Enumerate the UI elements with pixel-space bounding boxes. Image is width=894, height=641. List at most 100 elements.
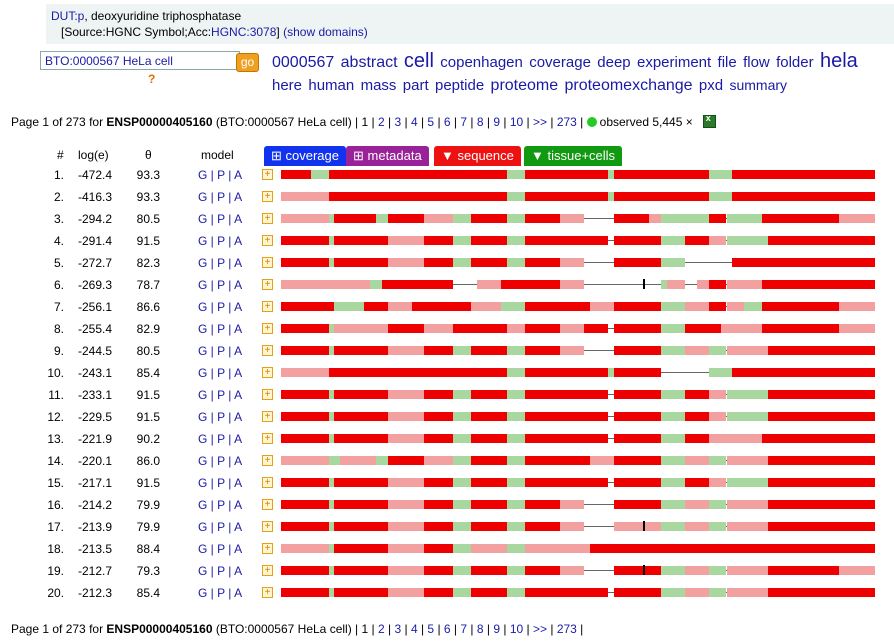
peptide-segment[interactable] [524,478,608,487]
peptide-segment[interactable] [708,236,727,245]
peptide-segment[interactable] [726,566,769,575]
peptide-segment[interactable] [453,478,472,487]
peptide-segment[interactable] [281,434,329,443]
peptide-segment[interactable] [613,390,662,399]
peptide-segment[interactable] [613,236,662,245]
peptide-segment[interactable] [506,390,525,399]
expand-plus-icon[interactable]: + [262,169,273,180]
tag-abstract[interactable]: abstract [340,54,398,71]
peptide-segment[interactable] [613,258,662,267]
model-link-G[interactable]: G [198,388,208,402]
peptide-segment[interactable] [381,280,454,289]
model-link-A[interactable]: A [234,586,243,600]
peptide-segment[interactable] [281,280,371,289]
peptide-segment[interactable] [762,324,840,333]
peptide-segment[interactable] [708,500,727,509]
peptide-segment[interactable] [732,192,875,201]
peptide-segment[interactable] [423,412,454,421]
peptide-segment[interactable] [524,544,590,553]
peptide-segment[interactable] [387,236,424,245]
model-link-P[interactable]: P [217,388,225,402]
peptide-segment[interactable] [613,478,662,487]
peptide-segment[interactable] [387,214,424,223]
peptide-segment[interactable] [328,500,335,509]
pager-link[interactable]: 8 [476,115,484,129]
peptide-segment[interactable] [370,280,382,289]
model-link-P[interactable]: P [217,168,225,182]
peptide-segment[interactable] [744,302,763,311]
expand-plus-icon[interactable]: + [262,499,273,510]
model-link-G[interactable]: G [198,432,208,446]
peptide-segment[interactable] [768,236,875,245]
model-link-P[interactable]: P [217,586,225,600]
peptide-segment[interactable] [732,170,875,179]
peptide-segment[interactable] [281,456,329,465]
peptide-segment[interactable] [684,390,709,399]
model-link-A[interactable]: A [234,300,243,314]
peptide-segment[interactable] [684,324,721,333]
expand-plus-icon[interactable]: + [262,477,273,488]
peptide-segment[interactable] [708,368,733,377]
peptide-segment[interactable] [613,324,662,333]
peptide-segment[interactable] [328,566,335,575]
peptide-segment[interactable] [768,346,875,355]
peptide-segment[interactable] [661,566,685,575]
peptide-segment[interactable] [423,544,454,553]
peptide-segment[interactable] [661,324,685,333]
model-link-G[interactable]: G [198,234,208,248]
peptide-segment[interactable] [411,302,472,311]
peptide-segment[interactable] [281,412,329,421]
peptide-segment[interactable] [328,346,335,355]
peptide-segment[interactable] [500,302,525,311]
model-link-G[interactable]: G [198,190,208,204]
expand-plus-icon[interactable]: + [262,323,273,334]
peptide-segment[interactable] [560,324,584,333]
peptide-segment[interactable] [471,214,507,223]
peptide-segment[interactable] [613,346,662,355]
peptide-segment[interactable] [708,588,727,597]
peptide-segment[interactable] [524,324,561,333]
peptide-segment[interactable] [453,500,472,509]
peptide-segment[interactable] [661,258,685,267]
peptide-segment[interactable] [524,588,608,597]
model-link-P[interactable]: P [217,498,225,512]
model-link-P[interactable]: P [217,454,225,468]
model-link-G[interactable]: G [198,322,208,336]
expand-plus-icon[interactable]: + [262,389,273,400]
peptide-segment[interactable] [661,456,685,465]
peptide-segment[interactable] [768,412,875,421]
peptide-segment[interactable] [453,346,472,355]
peptide-segment[interactable] [613,588,662,597]
tag-mass[interactable]: mass [360,77,397,94]
peptide-segment[interactable] [524,170,608,179]
peptide-segment[interactable] [334,522,388,531]
peptide-segment[interactable] [708,302,727,311]
peptide-segment[interactable] [613,434,662,443]
model-link-A[interactable]: A [234,410,243,424]
peptide-segment[interactable] [471,324,507,333]
tag-proteome[interactable]: proteome [490,77,559,94]
peptide-segment[interactable] [506,170,525,179]
peptide-segment[interactable] [708,170,733,179]
peptide-segment[interactable] [684,412,709,421]
peptide-segment[interactable] [607,170,614,179]
peptide-segment[interactable] [387,566,424,575]
peptide-segment[interactable] [376,456,388,465]
peptide-segment[interactable] [708,522,727,531]
peptide-segment[interactable] [281,302,335,311]
peptide-segment[interactable] [726,478,769,487]
peptide-segment[interactable] [839,566,875,575]
tag-here[interactable]: here [272,77,303,94]
peptide-segment[interactable] [453,214,472,223]
model-link-G[interactable]: G [198,520,208,534]
peptide-segment[interactable] [471,258,507,267]
peptide-segment[interactable] [524,258,561,267]
model-link-A[interactable]: A [234,366,243,380]
expand-plus-icon[interactable]: + [262,191,273,202]
peptide-segment[interactable] [696,280,709,289]
peptide-segment[interactable] [768,390,875,399]
peptide-segment[interactable] [453,258,472,267]
tag-flow[interactable]: flow [743,54,770,71]
peptide-segment[interactable] [524,434,608,443]
peptide-segment[interactable] [613,566,662,575]
